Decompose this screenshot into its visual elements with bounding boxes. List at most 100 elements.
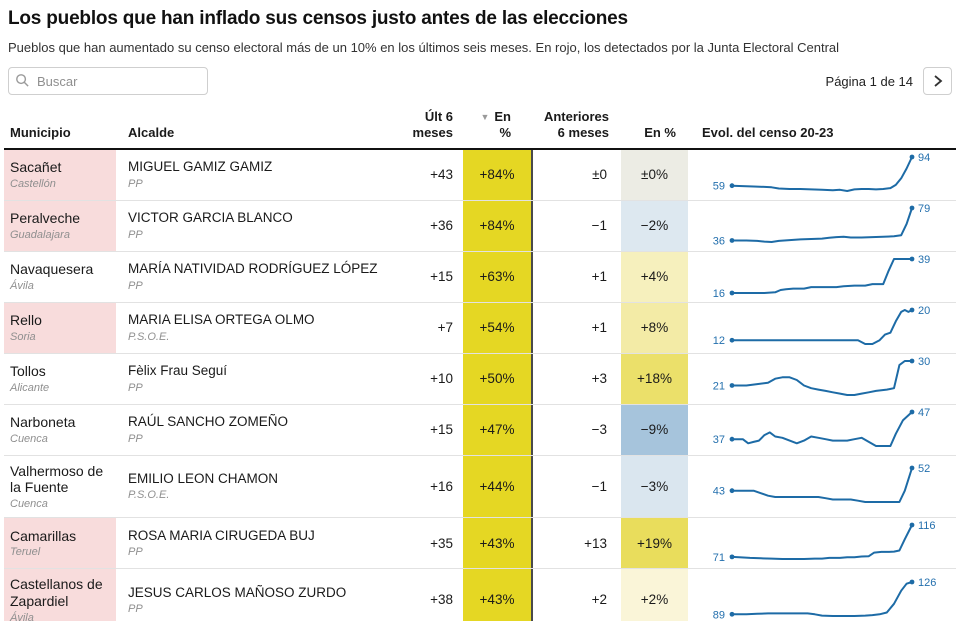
spark-start-label: 71 xyxy=(713,552,725,564)
municipio-name: Navaquesera xyxy=(10,261,94,278)
ult6-pct-value: +63% xyxy=(463,251,533,302)
partido-label: PP xyxy=(128,432,143,445)
censo-sparkline: 21 30 xyxy=(713,356,930,396)
ult6-pct-value: +43% xyxy=(463,518,533,569)
table-row: Camarillas Teruel ROSA MARIA CIRUGEDA BU… xyxy=(4,518,956,570)
toolbar: Página 1 de 14 xyxy=(8,67,952,95)
spark-end-label: 126 xyxy=(918,577,936,589)
alcalde-name: Fèlix Frau Seguí xyxy=(128,363,228,379)
column-header-0[interactable]: Municipio xyxy=(10,125,71,141)
search-input[interactable] xyxy=(8,67,208,95)
column-header-3[interactable]: ▼ En% xyxy=(480,109,511,141)
municipio-name: Rello xyxy=(10,312,42,329)
ant6-pct-value: +2% xyxy=(621,569,688,621)
ult6-value: +35 xyxy=(430,535,453,551)
spark-end-label: 116 xyxy=(918,520,936,532)
municipio-cell: Peralveche Guadalajara xyxy=(4,200,116,251)
spark-start-label: 21 xyxy=(713,380,725,392)
alcalde-cell: ROSA MARIA CIRUGEDA BUJ PP xyxy=(116,518,399,568)
municipio-name: Sacañet xyxy=(10,159,62,176)
partido-label: PP xyxy=(128,381,143,394)
partido-label: PP xyxy=(128,602,143,615)
provincia-label: Teruel xyxy=(10,546,41,559)
ult6-value: +16 xyxy=(430,478,453,494)
provincia-label: Ávila xyxy=(10,279,34,292)
censo-sparkline: 89 126 xyxy=(713,577,937,621)
censo-sparkline-cell: 59 94 xyxy=(688,150,956,200)
next-page-button[interactable] xyxy=(923,67,952,95)
censo-sparkline: 12 20 xyxy=(713,305,931,347)
spark-end-label: 20 xyxy=(918,305,930,317)
partido-label: PP xyxy=(128,546,143,559)
provincia-label: Cuenca xyxy=(10,432,48,445)
spark-start-label: 43 xyxy=(713,486,725,498)
municipio-cell: Sacañet Castellón xyxy=(4,149,116,200)
table-row: Valhermoso de la Fuente Cuenca EMILIO LE… xyxy=(4,455,956,519)
spark-start-label: 36 xyxy=(713,235,725,247)
municipio-cell: Valhermoso de la Fuente Cuenca xyxy=(4,456,116,518)
alcalde-cell: MARÍA NATIVIDAD RODRÍGUEZ LÓPEZ PP xyxy=(116,252,399,302)
ant6-value: +1 xyxy=(591,320,607,335)
spark-end-label: 30 xyxy=(918,356,930,368)
ult6-pct-value: +54% xyxy=(463,302,533,353)
partido-label: P.S.O.E. xyxy=(128,330,170,343)
ant6-value: +1 xyxy=(591,269,607,284)
table-row: Sacañet Castellón MIGUEL GAMIZ GAMIZ PP … xyxy=(4,149,956,201)
alcalde-name: MARÍA NATIVIDAD RODRÍGUEZ LÓPEZ xyxy=(128,261,378,277)
partido-label: PP xyxy=(128,228,143,241)
spark-end-label: 79 xyxy=(918,203,930,215)
searchbox xyxy=(8,67,208,95)
table-body: Sacañet Castellón MIGUEL GAMIZ GAMIZ PP … xyxy=(4,149,956,621)
table-row: Rello Soria MARIA ELISA ORTEGA OLMO P.S.… xyxy=(4,302,956,354)
municipio-cell: Narboneta Cuenca xyxy=(4,405,116,455)
chevron-right-icon xyxy=(933,75,942,87)
ult6-value: +15 xyxy=(430,422,453,437)
municipio-name: Peralveche xyxy=(10,210,81,227)
ant6-pct-value: +19% xyxy=(621,518,688,569)
censo-sparkline-cell: 37 47 xyxy=(688,405,956,455)
censo-sparkline-cell: 36 79 xyxy=(688,201,956,251)
pagination-label: Página 1 de 14 xyxy=(825,73,913,89)
provincia-label: Ávila xyxy=(10,611,34,621)
search-icon xyxy=(16,74,29,87)
ant6-value: −3 xyxy=(591,422,607,437)
censo-sparkline-cell: 43 52 xyxy=(688,456,956,518)
table-row: Narboneta Cuenca RAÚL SANCHO ZOMEÑO PP +… xyxy=(4,404,956,456)
ult6-pct-value: +43% xyxy=(463,569,533,621)
spark-end-label: 47 xyxy=(918,407,930,419)
ant6-pct-value: +4% xyxy=(621,251,688,302)
ult6-pct-value: +50% xyxy=(463,353,533,404)
column-header-5[interactable]: En % xyxy=(644,125,676,141)
alcalde-name: ROSA MARIA CIRUGEDA BUJ xyxy=(128,528,315,543)
municipio-name: Narboneta xyxy=(10,414,76,431)
ult6-value: +36 xyxy=(430,218,453,233)
municipio-cell: Tollos Alicante xyxy=(4,354,116,404)
spark-start-label: 37 xyxy=(713,434,725,446)
partido-label: PP xyxy=(128,177,143,190)
censo-sparkline-cell: 12 20 xyxy=(688,303,956,353)
column-header-2[interactable]: Últ 6 meses xyxy=(412,109,453,141)
censo-sparkline-cell: 89 126 xyxy=(688,569,956,621)
ant6-value: −1 xyxy=(591,218,607,233)
alcalde-cell: MARIA ELISA ORTEGA OLMO P.S.O.E. xyxy=(116,303,399,353)
alcalde-cell: VICTOR GARCIA BLANCO PP xyxy=(116,201,399,251)
alcalde-name: JESUS CARLOS MAÑOSO ZURDO xyxy=(128,584,347,600)
column-header-4[interactable]: Anteriores 6 meses xyxy=(543,109,609,141)
ant6-pct-value: +18% xyxy=(621,353,688,404)
provincia-label: Guadalajara xyxy=(10,228,70,241)
ant6-value: ±0 xyxy=(592,167,607,182)
municipio-cell: Rello Soria xyxy=(4,302,116,353)
municipio-name: Valhermoso de la Fuente xyxy=(10,462,104,496)
alcalde-name: VICTOR GARCIA BLANCO xyxy=(128,210,293,226)
ant6-pct-value: −9% xyxy=(621,404,688,455)
censo-sparkline: 37 47 xyxy=(713,407,930,447)
ant6-pct-value: −2% xyxy=(621,200,688,251)
ant6-pct-value: ±0% xyxy=(621,149,688,200)
spark-end-label: 39 xyxy=(918,254,930,266)
ant6-pct-value: +8% xyxy=(621,302,688,353)
column-header-6[interactable]: Evol. del censo 20-23 xyxy=(702,125,834,141)
censo-sparkline: 59 94 xyxy=(713,152,931,193)
table-row: Castellanos de Zapardiel Ávila JESUS CAR… xyxy=(4,569,956,621)
ant6-value: +13 xyxy=(584,535,607,551)
column-header-1[interactable]: Alcalde xyxy=(128,125,175,141)
